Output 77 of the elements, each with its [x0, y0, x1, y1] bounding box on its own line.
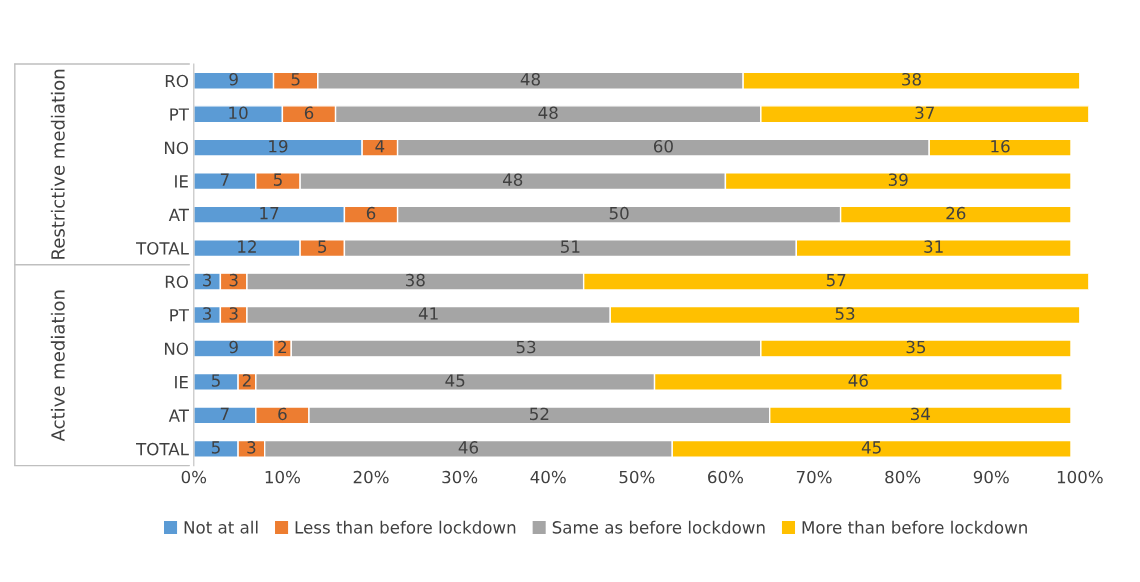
y-tick-label: AT: [168, 409, 189, 422]
data-label: 39: [888, 173, 908, 186]
data-label: 3: [229, 273, 238, 287]
data-label: 50: [609, 206, 629, 220]
data-label: 3: [247, 441, 256, 454]
data-label: 53: [835, 307, 855, 320]
data-label: 38: [405, 273, 425, 287]
data-label: 6: [278, 407, 287, 421]
x-tick-label: 30%: [442, 470, 478, 484]
data-label: 52: [530, 407, 549, 421]
data-label: 3: [203, 273, 212, 287]
text: Active mediation: [50, 290, 65, 442]
data-label: 51: [561, 240, 580, 253]
x-tick-label: 70%: [796, 470, 832, 484]
data-label: 5: [273, 173, 282, 186]
y-tick-label: PT: [170, 108, 189, 121]
data-label: 3: [229, 307, 238, 320]
data-label: 60: [653, 139, 673, 153]
legend-label: Not at all: [184, 520, 258, 534]
data-label: 3: [203, 307, 212, 320]
y-tick-label: IE: [175, 376, 188, 389]
data-label: 31: [924, 240, 943, 253]
data-label: 5: [211, 374, 220, 387]
data-label: 12: [238, 240, 256, 253]
data-label: 38: [902, 72, 921, 86]
data-label: 17: [260, 207, 279, 220]
y-tick-label: NO: [164, 342, 188, 356]
data-label: 6: [366, 206, 376, 220]
data-label: 48: [502, 173, 523, 186]
data-label: 4: [375, 140, 385, 153]
data-label: 45: [445, 374, 465, 387]
data-label: 5: [211, 441, 220, 454]
x-tick-label: 80%: [885, 470, 921, 484]
data-label: 45: [861, 441, 881, 454]
data-label: 46: [458, 441, 479, 454]
data-label: 35: [906, 340, 926, 354]
y-tick-label: AT: [168, 208, 189, 221]
data-label: 6: [304, 106, 314, 120]
data-label: 37: [915, 106, 934, 120]
legend-label: More than before lockdown: [802, 520, 1027, 534]
data-label: 9: [229, 340, 238, 354]
legend-label: Less than before lockdown: [295, 520, 516, 534]
data-label: 9: [229, 72, 238, 86]
text: Restrictive mediation: [50, 69, 65, 259]
y-tick-label: RO: [165, 74, 188, 88]
y-tick-label: TOTAL: [136, 442, 189, 456]
data-label: 48: [520, 72, 540, 86]
data-label: 41: [418, 307, 438, 320]
x-tick-label: 10%: [265, 470, 301, 484]
data-label: 46: [848, 374, 868, 387]
data-label: 16: [991, 139, 1010, 153]
data-label: 34: [911, 407, 931, 421]
data-label: 2: [242, 374, 251, 387]
y-tick-label: TOTAL: [136, 242, 189, 255]
data-label: 7: [220, 407, 229, 420]
data-label: 48: [538, 106, 558, 120]
data-label: 5: [318, 240, 327, 253]
y-tick-label: IE: [175, 175, 188, 188]
data-label: 57: [826, 273, 846, 287]
data-label: 53: [516, 340, 536, 354]
data-label: 26: [946, 206, 966, 220]
x-tick-label: 60%: [708, 470, 744, 484]
x-tick-label: 100%: [1057, 470, 1103, 484]
x-tick-label: 50%: [619, 470, 655, 484]
data-label: 5: [291, 73, 300, 86]
x-tick-label: 40%: [530, 470, 566, 484]
data-label: 19: [269, 139, 288, 153]
y-tick-label: PT: [170, 309, 189, 322]
x-tick-label: 0%: [181, 470, 207, 484]
legend-label: Same as before lockdown: [552, 520, 765, 534]
x-tick-label: 90%: [973, 470, 1009, 484]
y-tick-label: RO: [165, 275, 188, 289]
data-label: 2: [278, 340, 287, 354]
data-label: 10: [229, 106, 248, 120]
x-tick-label: 20%: [353, 470, 389, 484]
y-tick-label: NO: [164, 141, 188, 155]
data-label: 7: [220, 173, 229, 186]
